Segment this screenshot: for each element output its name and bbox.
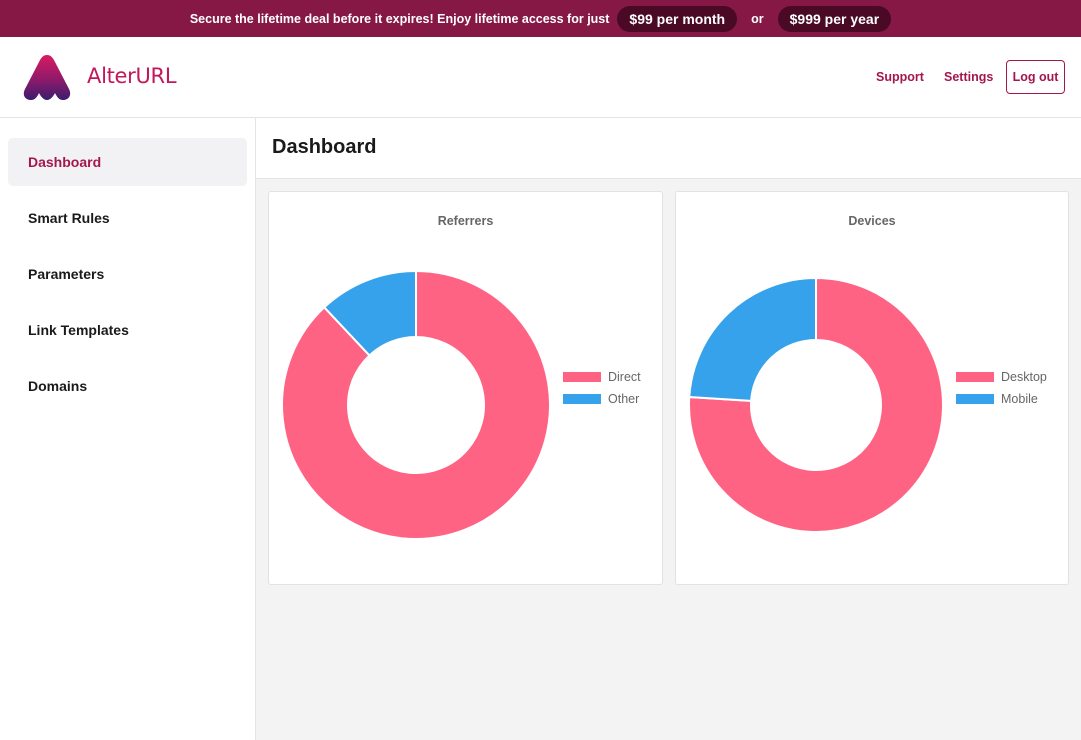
legend-label-mobile[interactable]: Mobile [1001,392,1038,406]
monthly-price-button[interactable]: $99 per month [617,5,738,32]
brand-name[interactable]: AlterURL [87,64,177,88]
sidebar: Dashboard Smart Rules Parameters Link Te… [0,118,256,740]
page-header: Dashboard [256,118,1081,179]
sidebar-item-dashboard[interactable]: Dashboard [8,138,247,186]
referrers-chart-title: Referrers [437,214,494,228]
promo-banner: Secure the lifetime deal before it expir… [0,0,1081,37]
support-link[interactable]: Support [876,70,924,84]
logout-button[interactable]: Log out [1006,60,1065,94]
sidebar-item-parameters[interactable]: Parameters [28,266,105,282]
legend-label-other[interactable]: Other [608,392,639,406]
legend-label-desktop[interactable]: Desktop [1001,370,1047,384]
slice-direct[interactable] [281,269,551,540]
settings-link[interactable]: Settings [944,70,994,84]
top-header: AlterURL Support Settings Log out [0,37,1081,118]
slice-other[interactable] [322,269,417,357]
devices-card: Devices Desktop Mobile [675,191,1069,585]
slice-desktop[interactable] [688,276,944,533]
yearly-price-button[interactable]: $999 per year [777,5,892,32]
referrers-donut-chart: Direct Other [281,269,641,540]
slice-mobile[interactable] [688,276,817,402]
legend-swatch-mobile[interactable] [956,394,994,404]
promo-message: Secure the lifetime deal before it expir… [189,11,610,26]
legend-swatch-direct[interactable] [563,372,601,382]
devices-chart-title: Devices [848,214,896,228]
legend-swatch-desktop[interactable] [956,372,994,382]
sidebar-item-link-templates[interactable]: Link Templates [28,322,129,338]
legend-swatch-other[interactable] [563,394,601,404]
devices-donut-chart: Desktop Mobile [688,276,1047,533]
legend-label-direct[interactable]: Direct [608,370,641,384]
sidebar-item-smart-rules[interactable]: Smart Rules [28,210,110,226]
alterurl-logo-icon[interactable] [22,53,72,101]
sidebar-item-domains[interactable]: Domains [28,378,88,394]
referrers-card: Referrers Direct Other [268,191,663,585]
promo-separator: or [751,11,764,26]
page-title: Dashboard [272,136,377,158]
